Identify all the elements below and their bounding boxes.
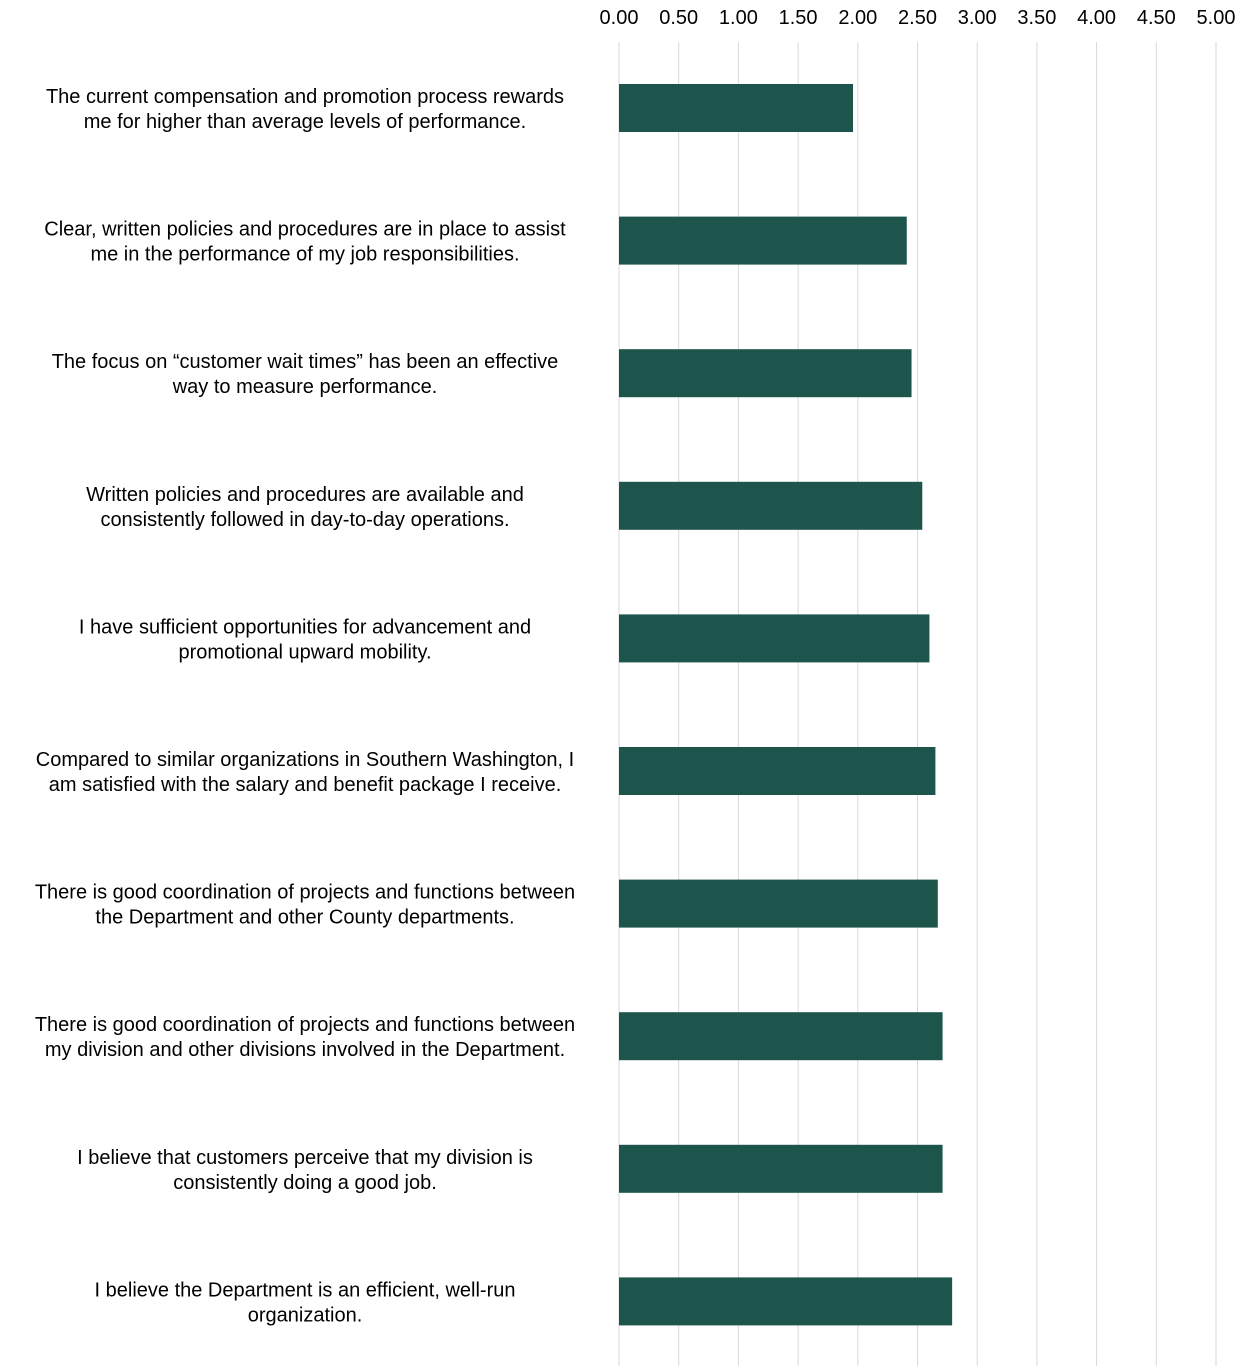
category-label-line: my division and other divisions involved… <box>45 1039 565 1061</box>
bar <box>619 1277 953 1326</box>
category-label-line: promotional upward mobility. <box>178 641 431 663</box>
bar <box>619 349 912 398</box>
bar <box>619 84 854 132</box>
bar <box>619 216 907 265</box>
category-label-line: I believe the Department is an efficient… <box>95 1279 516 1301</box>
x-tick-label: 5.00 <box>1197 7 1236 29</box>
category-label: There is good coordination of projects a… <box>35 1014 575 1061</box>
x-tick-label: 4.50 <box>1137 7 1176 29</box>
category-label: Clear, written policies and procedures a… <box>44 219 566 266</box>
bar <box>619 747 936 795</box>
category-label-line: consistently doing a good job. <box>173 1172 437 1194</box>
category-label-line: organization. <box>248 1304 363 1326</box>
category-label: Written policies and procedures are avai… <box>86 484 524 531</box>
category-label: The focus on “customer wait times” has b… <box>52 351 559 398</box>
category-label: I believe the Department is an efficient… <box>95 1279 516 1326</box>
bar <box>619 1144 943 1193</box>
category-label-line: me for higher than average levels of per… <box>84 111 526 133</box>
category-label: The current compensation and promotion p… <box>46 86 564 133</box>
category-label-line: There is good coordination of projects a… <box>35 1014 575 1036</box>
category-label: I believe that customers perceive that m… <box>77 1147 533 1194</box>
category-label: I have sufficient opportunities for adva… <box>79 616 531 663</box>
category-label: There is good coordination of projects a… <box>35 882 575 929</box>
bar <box>619 879 938 928</box>
category-label-line: There is good coordination of projects a… <box>35 882 575 904</box>
category-labels: The current compensation and promotion p… <box>35 86 575 1326</box>
category-label: Compared to similar organizations in Sou… <box>36 749 574 796</box>
category-label-line: way to measure performance. <box>172 376 438 398</box>
x-tick-label: 0.00 <box>600 7 639 29</box>
category-label-line: The current compensation and promotion p… <box>46 86 564 108</box>
bar <box>619 1012 943 1061</box>
bar <box>619 481 923 530</box>
category-label-line: me in the performance of my job responsi… <box>90 244 519 266</box>
x-tick-label: 1.00 <box>719 7 758 29</box>
x-tick-label: 2.50 <box>898 7 937 29</box>
x-tick-label: 2.00 <box>838 7 877 29</box>
category-label-line: consistently followed in day-to-day oper… <box>100 509 509 531</box>
category-label-line: Compared to similar organizations in Sou… <box>36 749 574 771</box>
category-label-line: the Department and other County departme… <box>95 907 514 929</box>
category-label-line: The focus on “customer wait times” has b… <box>52 351 559 373</box>
x-tick-label: 0.50 <box>659 7 698 29</box>
category-label-line: I have sufficient opportunities for adva… <box>79 616 531 638</box>
x-axis-ticks: 0.00 0.50 1.00 1.50 2.00 2.50 3.00 3.50 4.00 4.50… <box>600 7 1236 29</box>
category-label-line: am satisfied with the salary and benefit… <box>49 774 562 796</box>
x-tick-label: 1.50 <box>779 7 818 29</box>
bars <box>619 84 953 1326</box>
x-tick-label: 4.00 <box>1077 7 1116 29</box>
category-label-line: Clear, written policies and procedures a… <box>44 219 566 241</box>
x-tick-label: 3.50 <box>1017 7 1056 29</box>
bar <box>619 614 930 663</box>
x-tick-label: 3.00 <box>958 7 997 29</box>
category-label-line: Written policies and procedures are avai… <box>86 484 524 506</box>
category-label-line: I believe that customers perceive that m… <box>77 1147 533 1169</box>
